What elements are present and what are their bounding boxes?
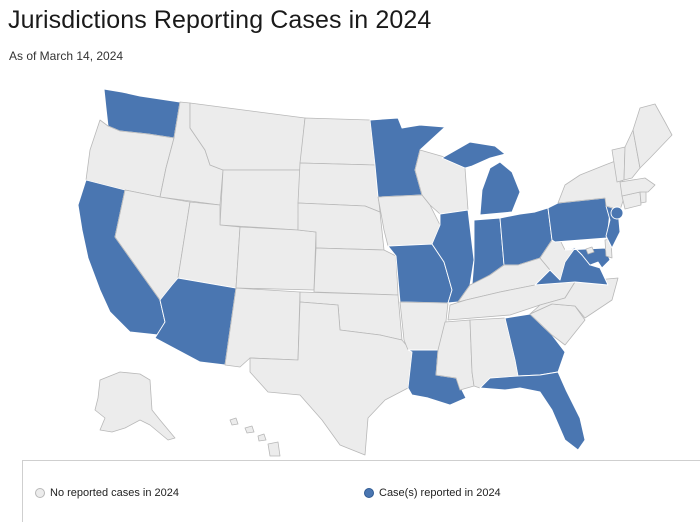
state-NM[interactable]: New Mexico xyxy=(224,287,301,368)
state-IL[interactable]: Illinois xyxy=(431,209,475,304)
state-FL[interactable]: Florida xyxy=(479,371,586,451)
legend-item-no-cases: No reported cases in 2024 xyxy=(35,487,179,499)
legend-item-cases: Case(s) reported in 2024 xyxy=(364,487,501,499)
state-NH[interactable]: New Hampshire xyxy=(623,129,641,181)
state-DC[interactable]: District of Columbia xyxy=(585,246,595,255)
state-MA[interactable]: Massachusetts xyxy=(619,177,656,197)
state-NC[interactable]: North Carolina xyxy=(529,277,619,319)
state-KS[interactable]: Kansas xyxy=(313,247,399,296)
state-TX[interactable]: Texas xyxy=(249,301,413,456)
state-PA[interactable]: Pennsylvania xyxy=(547,197,611,243)
state-CO[interactable]: Colorado xyxy=(235,226,317,291)
us-map: Washington Oregon California Idaho Nevad… xyxy=(77,88,673,457)
state-ME[interactable]: Maine xyxy=(632,103,673,169)
state-ND[interactable]: North Dakota xyxy=(299,117,376,166)
legend-swatch-cases xyxy=(364,488,374,498)
state-RI[interactable]: Rhode Island xyxy=(639,190,647,204)
legend-label-no-cases: No reported cases in 2024 xyxy=(50,487,180,499)
state-AZ[interactable]: Arizona xyxy=(154,277,237,366)
state-WY[interactable]: Wyoming xyxy=(219,169,301,231)
state-HI[interactable]: Hawaii xyxy=(229,417,281,457)
legend: No reported cases in 2024 Case(s) report… xyxy=(22,460,700,522)
legend-label-cases: Case(s) reported in 2024 xyxy=(379,487,501,499)
legend-swatch-no-cases xyxy=(35,488,45,498)
page-subtitle: As of March 14, 2024 xyxy=(9,49,124,63)
state-MI[interactable]: Michigan xyxy=(441,141,521,216)
state-NYC[interactable]: New York City xyxy=(610,206,624,220)
page-title: Jurisdictions Reporting Cases in 2024 xyxy=(8,6,432,34)
state-AK[interactable]: Alaska xyxy=(94,371,176,441)
